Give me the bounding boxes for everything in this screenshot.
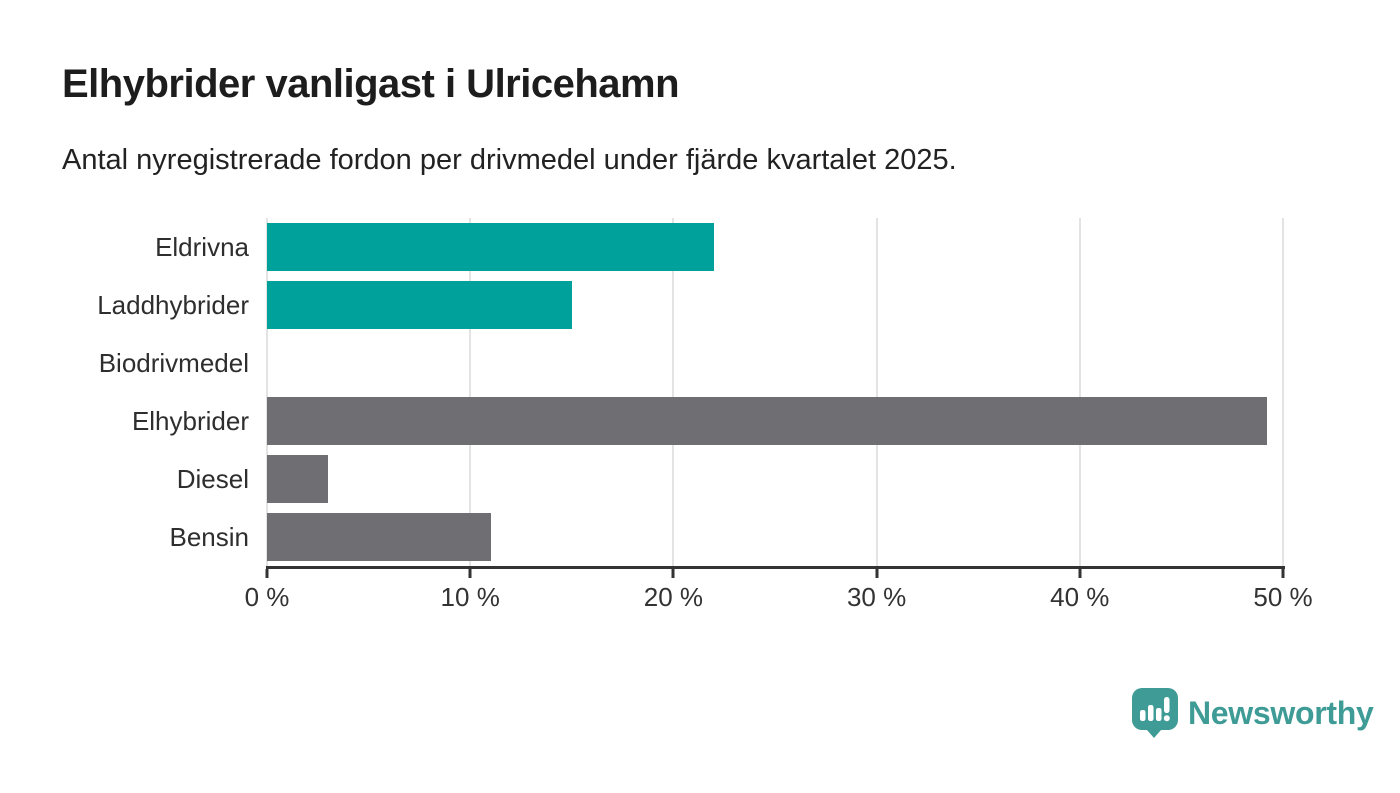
bar-eldrivna (267, 223, 715, 271)
gridline (266, 218, 268, 566)
bar-laddhybrider (267, 281, 572, 329)
category-label: Biodrivmedel (98, 348, 249, 378)
gridline (672, 218, 675, 566)
newsworthy-logo-text: Newsworthy (1188, 694, 1374, 731)
category-label: Elhybrider (131, 406, 249, 436)
category-labels: Eldrivna Laddhybrider Biodrivmedel Elhybrid… (0, 218, 249, 566)
x-axis-tick (265, 569, 269, 578)
gridline (1282, 218, 1284, 566)
gridline (1078, 218, 1081, 566)
x-axis-tick (468, 569, 472, 578)
category-label: Eldrivna (155, 232, 249, 262)
x-axis-tick-label: 50 % (1253, 582, 1313, 612)
bar-elhybrider (267, 397, 1267, 445)
chart-title: Elhybrider vanligast i Ulricehamn (62, 62, 680, 106)
x-axis-tick-labels: 0 % 10 % 20 % 30 % 40 % 50 % (245, 582, 1313, 618)
bar-bensin (267, 513, 491, 561)
gridline (469, 218, 472, 566)
x-axis-tick-label: 10 % (440, 582, 500, 612)
chart-subtitle: Antal nyregistrerade fordon per drivmede… (62, 144, 957, 176)
bar-diesel (267, 455, 328, 503)
x-axis-tick-label: 20 % (643, 582, 704, 612)
x-axis-tick-label: 30 % (846, 582, 907, 612)
speech-bubble-bar-chart-icon (1132, 688, 1178, 738)
gridline (875, 218, 878, 566)
category-label: Diesel (176, 464, 249, 494)
x-axis-tick (671, 569, 675, 578)
newsworthy-logo: Newsworthy (1131, 687, 1374, 739)
category-label: Bensin (169, 522, 250, 552)
x-axis-tick (875, 569, 879, 578)
x-axis-tick-label: 40 % (1050, 582, 1110, 612)
x-axis-line (266, 566, 1285, 569)
bar-chart-plot-area (266, 218, 1284, 566)
x-axis-tick (1078, 569, 1082, 578)
category-label: Laddhybrider (97, 290, 249, 320)
x-axis-tick-label: 0 % (244, 582, 290, 612)
x-axis-tick (1281, 569, 1285, 578)
